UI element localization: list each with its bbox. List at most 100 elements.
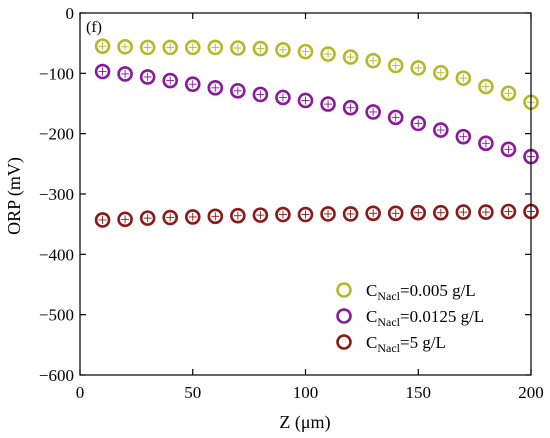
data-point — [455, 128, 472, 145]
legend-label: CNacl=0.005 g/L — [366, 281, 476, 303]
data-point-marker — [387, 57, 404, 74]
plot-layer — [94, 38, 539, 228]
data-point — [207, 39, 224, 56]
data-point-marker — [275, 206, 291, 223]
data-point-marker — [410, 204, 427, 221]
data-point — [342, 206, 359, 222]
x-axis-label: Z (μm) — [279, 412, 330, 433]
legend-label: CNacl=5 g/L — [366, 333, 446, 355]
data-point — [184, 76, 201, 92]
data-point-marker — [455, 128, 472, 145]
y-tick-label: −100 — [39, 64, 74, 83]
data-point — [455, 204, 472, 220]
data-point-marker — [139, 39, 156, 56]
data-point — [162, 72, 178, 89]
data-point — [432, 64, 449, 81]
data-point — [342, 99, 359, 116]
data-point — [230, 40, 246, 56]
x-tick-label: 50 — [184, 383, 201, 402]
y-tick-label: −500 — [39, 306, 74, 325]
data-point — [432, 204, 449, 221]
data-point-marker — [478, 135, 494, 152]
data-point-marker — [207, 39, 224, 56]
data-point-marker — [117, 38, 133, 55]
data-point — [230, 207, 246, 224]
x-tick-label: 100 — [293, 383, 319, 402]
data-point — [207, 80, 224, 96]
data-point-marker — [387, 205, 404, 222]
data-point — [184, 39, 201, 56]
data-point-marker — [252, 40, 269, 57]
y-axis-label: ORP (mV) — [4, 157, 25, 235]
data-point-marker — [184, 39, 201, 56]
legend-label: CNacl=0.0125 g/L — [366, 307, 484, 329]
legend-marker — [336, 308, 352, 324]
data-point-marker — [252, 207, 269, 223]
data-point-marker — [252, 86, 269, 103]
data-point-marker — [320, 206, 336, 222]
data-point-marker — [500, 85, 517, 102]
data-point — [252, 86, 269, 103]
data-point-marker — [230, 83, 246, 99]
series-2 — [94, 63, 539, 165]
legend-item-2: CNacl=0.0125 g/L — [336, 307, 484, 329]
data-point — [297, 206, 314, 223]
data-point — [500, 85, 517, 102]
data-point — [387, 57, 404, 74]
series-3 — [94, 203, 539, 228]
data-point-marker — [478, 204, 494, 220]
data-point — [410, 115, 427, 132]
data-point — [252, 40, 269, 57]
data-point — [94, 212, 111, 228]
legend-item-1: CNacl=0.005 g/L — [336, 281, 476, 303]
legend-marker — [336, 334, 352, 350]
data-point-marker — [432, 204, 449, 221]
data-point-marker — [207, 80, 224, 96]
axis-layer: 0 50 100 150 200 0 −100 −200 −300 −400 −500 −600 — [39, 4, 544, 402]
data-point-marker — [184, 76, 201, 92]
data-point — [117, 38, 133, 55]
data-point-marker — [478, 78, 494, 95]
data-point — [387, 109, 404, 126]
data-point-marker — [162, 209, 178, 226]
data-point — [230, 83, 246, 99]
legend: CNacl=0.005 g/L CNacl=0.0125 g/L CNacl=5 g… — [336, 281, 484, 355]
data-point — [320, 206, 336, 222]
x-tick-label: 0 — [76, 383, 85, 402]
data-point-marker — [297, 92, 314, 109]
data-point-marker — [320, 46, 336, 62]
data-point — [455, 70, 472, 86]
y-tick-label: −400 — [39, 245, 74, 264]
data-point-marker — [230, 207, 246, 224]
panel-label: (f) — [86, 19, 102, 36]
data-point-marker — [342, 99, 359, 116]
data-point-marker — [162, 72, 178, 89]
data-point-marker — [275, 42, 291, 58]
x-tick-label: 200 — [518, 383, 544, 402]
data-point-marker — [410, 60, 427, 76]
data-point — [410, 60, 427, 76]
data-point — [365, 104, 381, 120]
data-point-marker — [387, 109, 404, 126]
data-point-marker — [94, 212, 111, 228]
data-point-marker — [184, 209, 201, 225]
data-point-marker — [342, 49, 359, 65]
data-point — [94, 63, 111, 80]
data-point — [478, 78, 494, 95]
data-point — [162, 209, 178, 226]
data-point — [139, 69, 156, 85]
data-point-marker — [432, 122, 449, 138]
data-point-marker — [230, 40, 246, 56]
data-point-marker — [500, 203, 517, 220]
legend-marker — [336, 282, 352, 298]
data-point — [162, 39, 178, 56]
data-point-marker — [365, 52, 381, 69]
data-point-marker — [94, 63, 111, 80]
data-point-marker — [207, 208, 224, 225]
data-point — [387, 205, 404, 222]
data-point-marker — [320, 96, 336, 112]
data-point — [500, 203, 517, 220]
data-point — [320, 46, 336, 62]
data-point — [365, 205, 381, 222]
legend-item-3: CNacl=5 g/L — [336, 333, 446, 355]
